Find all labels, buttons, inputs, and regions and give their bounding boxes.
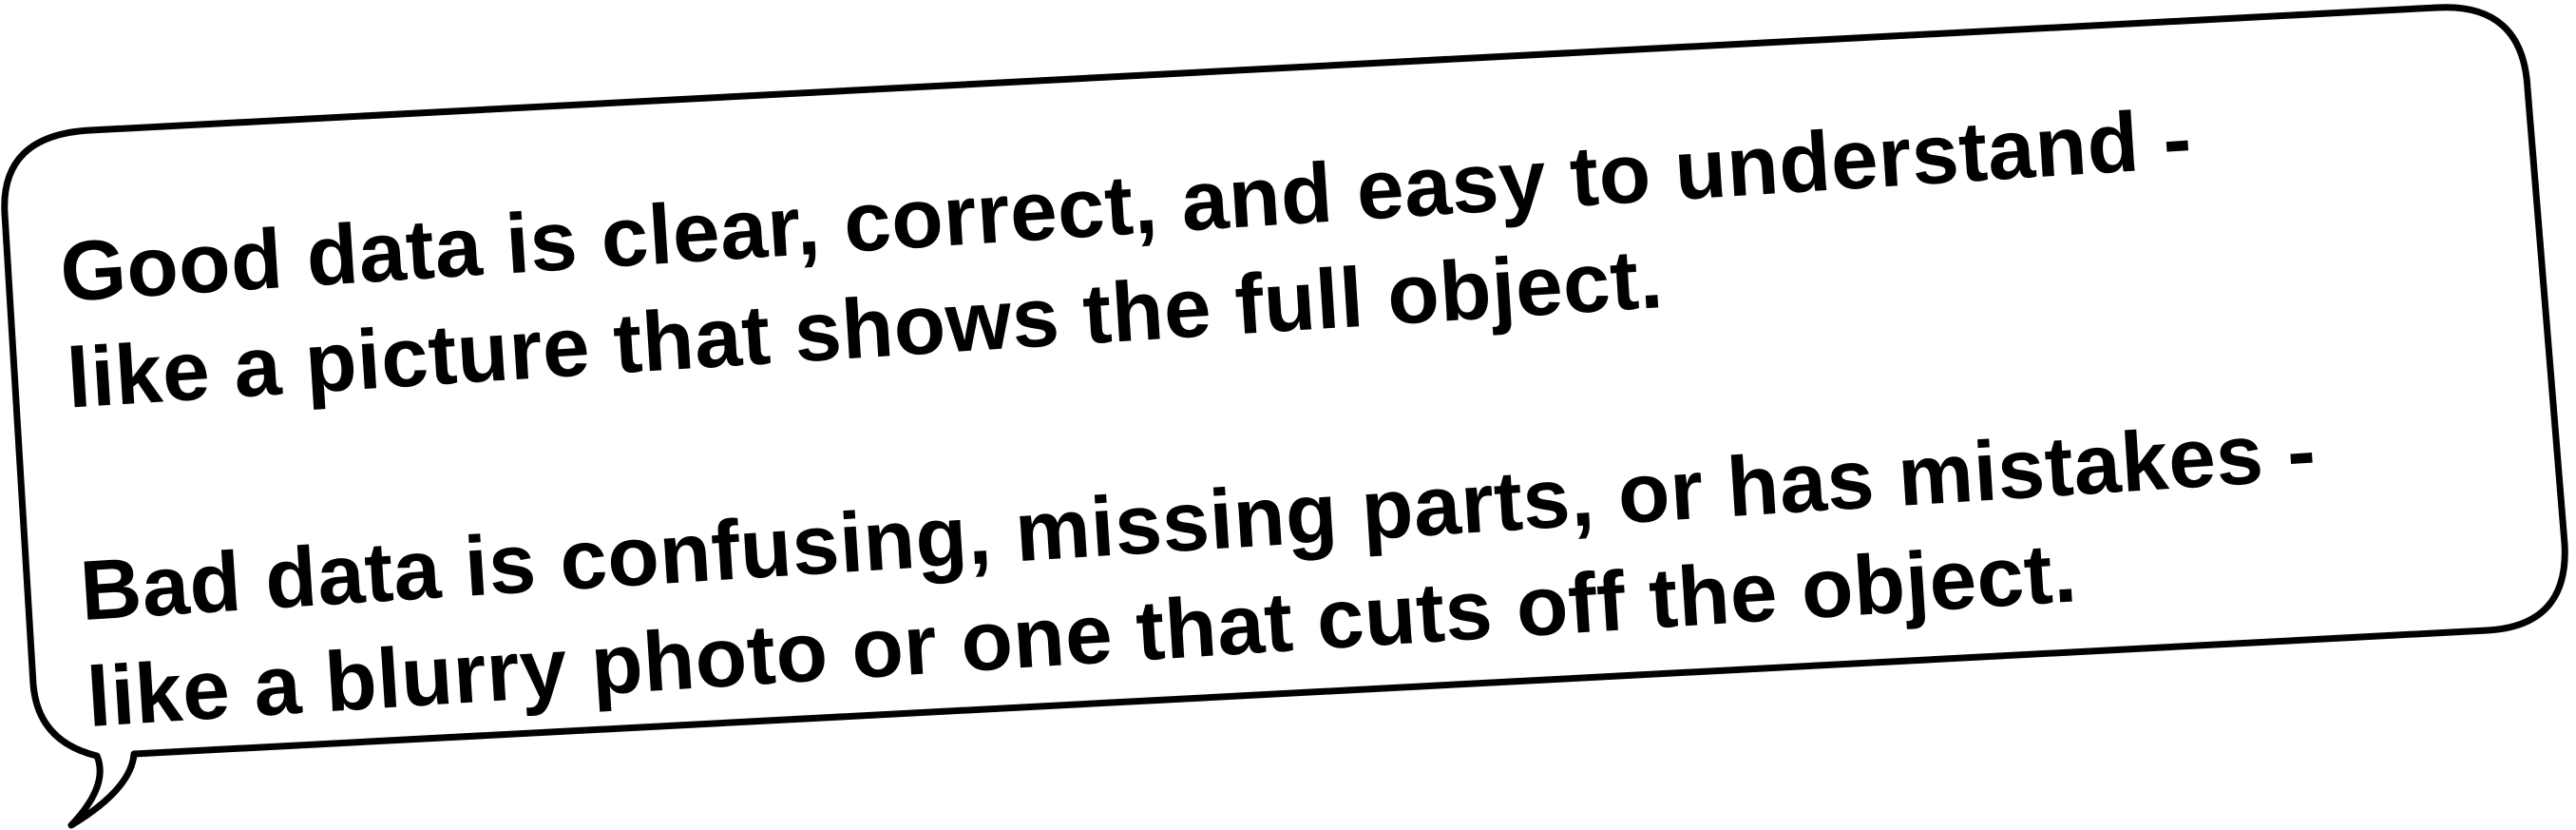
speech-bubble-outline xyxy=(1,4,2568,829)
